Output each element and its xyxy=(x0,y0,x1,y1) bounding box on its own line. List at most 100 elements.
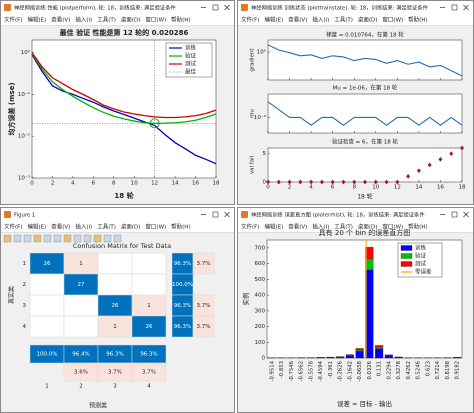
panel-title: Mu = 1e-06，在第 18 轮 xyxy=(333,84,398,92)
x-tick-label: -0.853 xyxy=(279,361,285,378)
cell-label: 26 xyxy=(112,303,119,309)
panel-title: 验证检查 = 6，在第 18 轮 xyxy=(332,138,399,146)
menu-item[interactable]: 窗口(W) xyxy=(145,16,166,24)
series-line xyxy=(267,44,463,77)
y-tick-label: 700 xyxy=(255,245,266,251)
menu-item[interactable]: 工具(T) xyxy=(97,224,116,231)
point-marker xyxy=(395,179,400,185)
title-bar xyxy=(238,1,473,14)
menu-item[interactable]: 桌面(D) xyxy=(358,223,378,231)
cell-label: 3.7% xyxy=(142,370,156,376)
point-marker xyxy=(266,179,270,185)
x-tick-label: -0.361 xyxy=(328,361,334,378)
toolbar-button[interactable] xyxy=(73,234,82,243)
legend-swatch xyxy=(400,245,413,251)
menu-item[interactable]: 桌面(D) xyxy=(358,16,378,24)
menu-item[interactable]: 帮助(H) xyxy=(408,16,427,24)
close-button[interactable] xyxy=(463,4,469,11)
x-tick-label: 12 xyxy=(394,185,401,191)
menu-item[interactable]: 查看(V) xyxy=(51,223,70,231)
toolbar-button[interactable] xyxy=(103,234,112,243)
point-marker xyxy=(341,179,346,185)
menu-item[interactable]: 窗口(W) xyxy=(382,16,403,24)
y-tick-label: 0 xyxy=(262,356,266,362)
series-line xyxy=(31,54,217,165)
menu-item[interactable]: 插入(I) xyxy=(312,16,329,24)
y-axis-label: mu xyxy=(250,109,256,118)
cell-label: 100.0% xyxy=(37,352,58,358)
menu-item[interactable]: 编辑(E) xyxy=(264,223,283,231)
menu-item[interactable]: 编辑(E) xyxy=(27,223,46,231)
menu-item[interactable]: 插入(I) xyxy=(75,16,92,24)
window-title: 神经网络训练 误差直方图 (ploterrhist), 轮: 18，训练结束: … xyxy=(251,211,425,219)
chart-title: 具有 20 个 bin 的误差直方图 xyxy=(319,228,411,237)
menu-item[interactable]: 查看(V) xyxy=(51,16,70,24)
menu-item[interactable]: 帮助(H) xyxy=(171,223,190,231)
menu-item[interactable]: 文件(F) xyxy=(4,223,22,231)
title-bar xyxy=(238,208,473,221)
toolbar-button[interactable] xyxy=(63,234,72,243)
menu-item[interactable]: 文件(F) xyxy=(241,16,259,24)
legend-label: 验证 xyxy=(185,52,197,60)
menu-bar xyxy=(238,221,473,232)
menu-item[interactable]: 帮助(H) xyxy=(408,223,427,231)
app-icon xyxy=(241,4,248,11)
menu-item[interactable]: 插入(I) xyxy=(312,223,329,231)
maximize-button[interactable] xyxy=(212,211,219,218)
point-marker xyxy=(298,179,303,185)
menu-item[interactable]: 工具(T) xyxy=(334,17,353,24)
cell-label: 1 xyxy=(113,324,117,330)
x-tick-label: 0.3278 xyxy=(396,360,402,379)
legend-label: 测试 xyxy=(185,60,197,68)
x-tick-label: 4 xyxy=(309,185,313,191)
bar-segment xyxy=(355,348,364,350)
x-tick-label: 6 xyxy=(331,185,335,191)
menu-item[interactable]: 查看(V) xyxy=(288,223,307,231)
menu-item[interactable]: 窗口(W) xyxy=(382,223,403,231)
toolbar-button[interactable] xyxy=(13,234,22,243)
menu-bar xyxy=(1,221,234,232)
close-button[interactable] xyxy=(224,211,230,218)
menu-item[interactable]: 插入(I) xyxy=(75,223,92,231)
x-tick-label: 0.2294 xyxy=(386,360,392,379)
x-tick-label: 16 xyxy=(437,185,444,191)
toolbar-button[interactable] xyxy=(33,234,42,243)
x-tick-label: -0.6562 xyxy=(299,361,305,381)
point-marker xyxy=(460,145,464,151)
y-tick-label: 10⁰ xyxy=(257,49,267,56)
toolbar-button[interactable] xyxy=(3,234,12,243)
matrix-cell xyxy=(131,252,167,275)
toolbar-button[interactable] xyxy=(93,234,102,243)
toolbar-button[interactable] xyxy=(43,234,52,243)
menu-item[interactable]: 帮助(H) xyxy=(171,16,190,24)
menu-item[interactable]: 文件(F) xyxy=(241,223,259,231)
menu-item[interactable]: 编辑(E) xyxy=(264,16,283,24)
y-class-label: 1 xyxy=(23,261,27,267)
cell-label: 3.7% xyxy=(197,324,211,330)
toolbar-button[interactable] xyxy=(23,234,32,243)
matrix-cell xyxy=(131,273,167,296)
point-marker xyxy=(309,179,314,185)
y-axis-label: 实例 xyxy=(241,293,250,306)
toolbar-button[interactable] xyxy=(83,234,92,243)
menu-item[interactable]: 编辑(E) xyxy=(27,16,46,24)
menu-item[interactable]: 工具(T) xyxy=(97,17,116,24)
toolbar-button[interactable] xyxy=(113,234,122,243)
menu-item[interactable]: 桌面(D) xyxy=(121,16,141,24)
menu-item[interactable]: 桌面(D) xyxy=(121,223,141,231)
menu-item[interactable]: 窗口(W) xyxy=(145,223,166,231)
menu-item[interactable]: 文件(F) xyxy=(4,16,22,24)
toolbar-button[interactable] xyxy=(53,234,62,243)
maximize-button[interactable] xyxy=(212,4,219,11)
menu-item[interactable]: 查看(V) xyxy=(288,16,307,24)
x-tick-label: 0.623 xyxy=(425,361,431,376)
point-marker xyxy=(276,179,281,185)
menu-item[interactable]: 工具(T) xyxy=(334,224,353,231)
x-tick-label: 0.4262 xyxy=(406,361,412,380)
point-marker xyxy=(330,179,335,185)
maximize-button[interactable] xyxy=(451,211,458,218)
close-button[interactable] xyxy=(224,4,230,11)
maximize-button[interactable] xyxy=(451,4,458,11)
close-button[interactable] xyxy=(463,211,469,218)
